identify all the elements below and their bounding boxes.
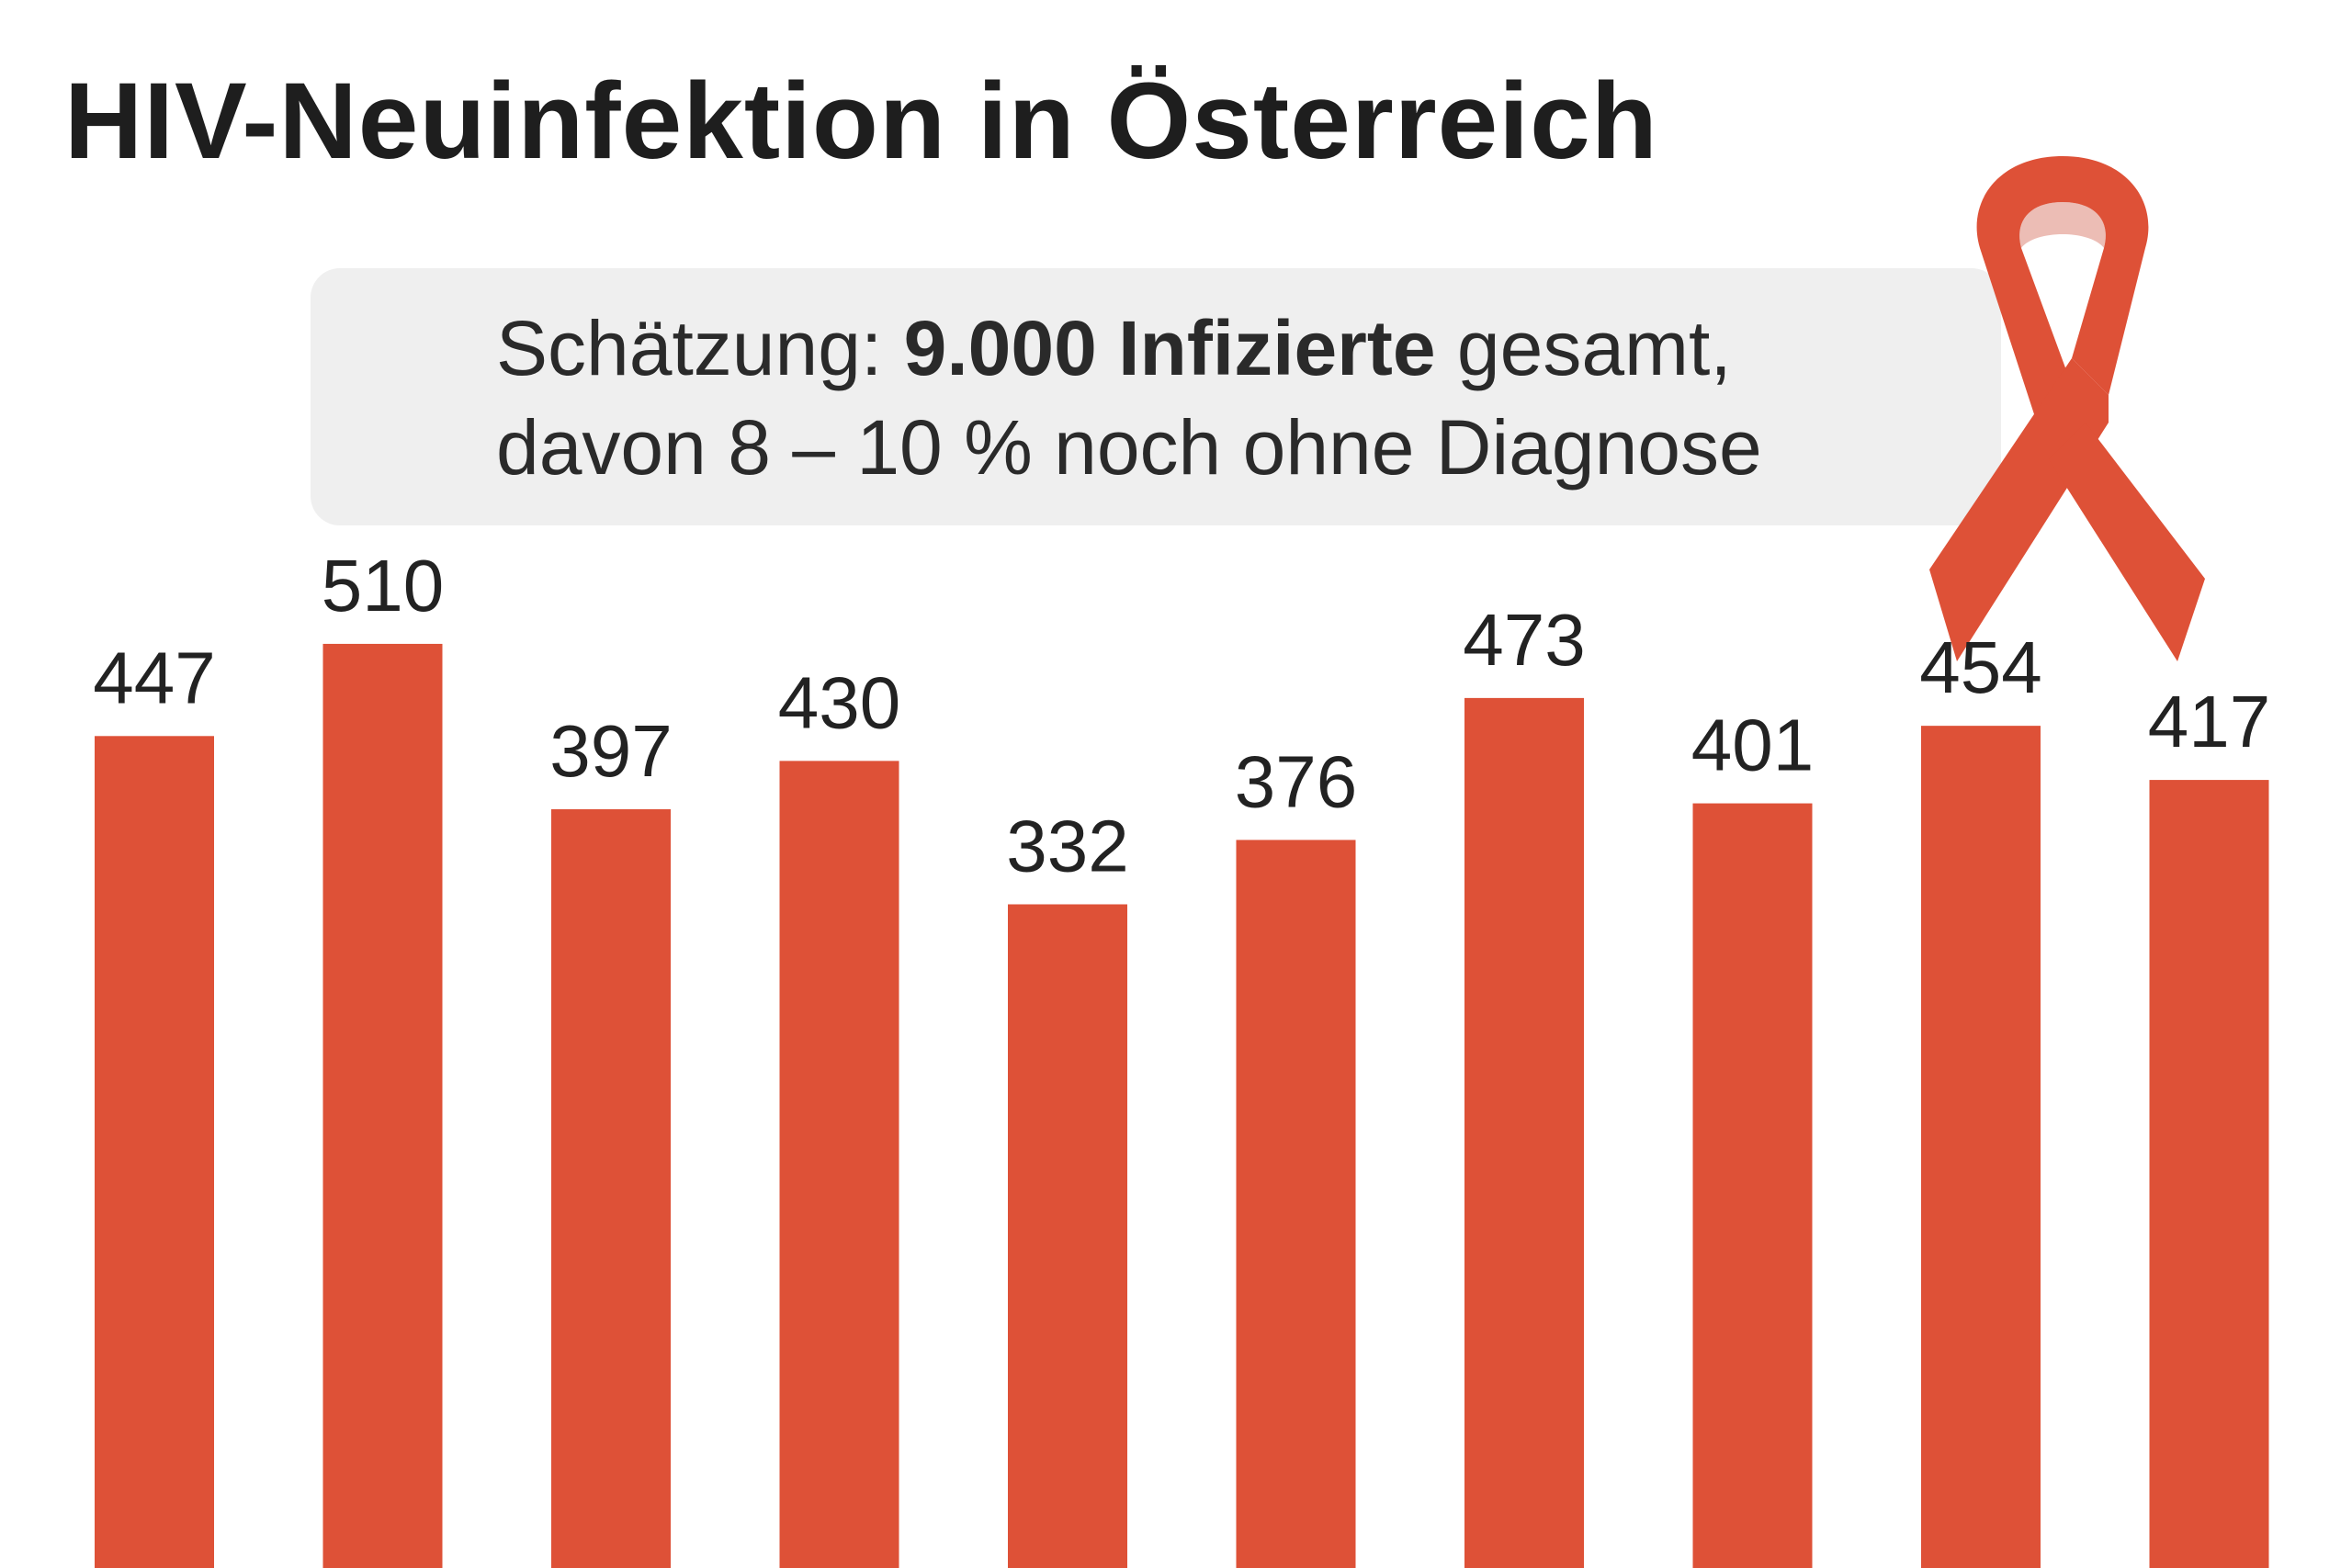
info-box [311,268,2001,525]
bar [1921,726,2041,1568]
red-ribbon-icon [1929,156,2205,661]
bar-value-label: 417 [2148,681,2270,762]
bar-value-label: 473 [1463,599,1585,681]
bar [1236,840,1356,1568]
bar-value-label: 430 [778,661,900,743]
bar [1692,803,1813,1568]
info-suffix: gesamt, [1435,305,1732,391]
bar-value-label: 397 [549,710,672,792]
info-bold-count: 9.000 Infizierte [903,305,1436,391]
info-text: Schätzung: 9.000 Infizierte gesamt, davo… [496,299,1948,497]
info-line-1: Schätzung: 9.000 Infizierte gesamt, [496,299,1948,398]
bar-value-label: 332 [1006,805,1128,886]
chart-title: HIV-Neuinfektion in Österreich [64,61,1658,182]
ribbon-loop [1976,156,2149,459]
bar [95,736,214,1568]
bar-value-label: 454 [1919,626,2041,708]
info-prefix: Schätzung: [496,305,904,391]
info-line-2: davon 8 – 10 % noch ohne Diagnose [496,404,1762,491]
bar [1008,904,1127,1568]
data-labels-group: 447 510 397 430 332 376 473 401 454 417 [93,545,2270,887]
bar [1464,697,1584,1568]
bar-value-label: 510 [322,545,444,626]
ribbon-left-tail [1929,358,2109,661]
bar-value-label: 447 [93,637,215,718]
bar [551,808,671,1568]
bar-value-label: 376 [1235,740,1357,822]
ribbon-right-tail [2049,423,2205,661]
bar-value-label: 401 [1691,705,1814,786]
bar [322,643,443,1568]
bar [779,761,899,1568]
bars-group [95,643,2269,1568]
bar [2149,780,2269,1568]
